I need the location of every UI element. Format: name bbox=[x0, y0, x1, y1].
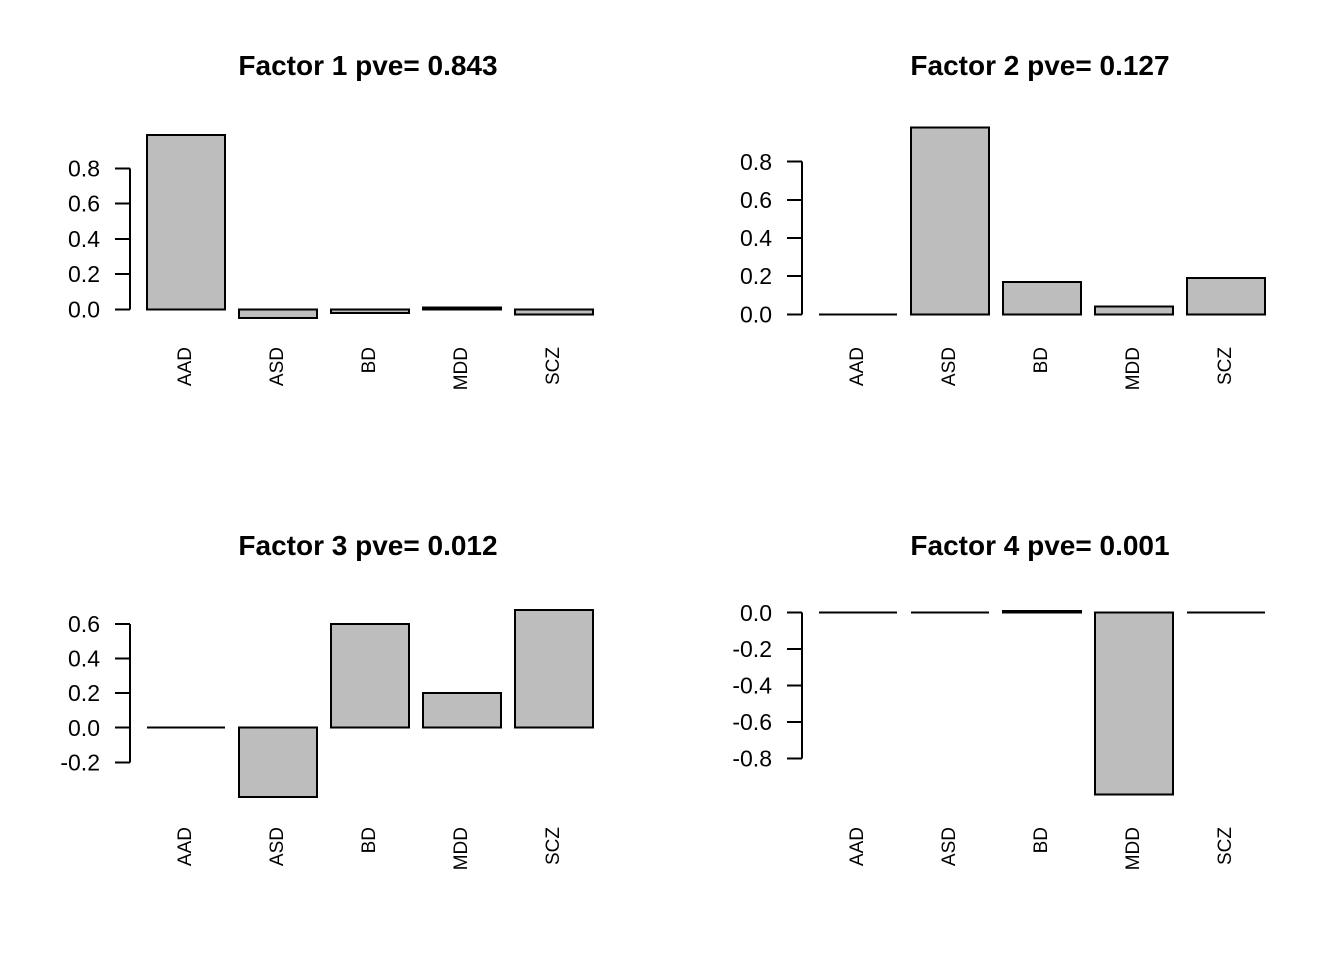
x-category-label-AAD: AAD bbox=[175, 347, 196, 386]
x-category-label-MDD: MDD bbox=[1123, 827, 1144, 870]
y-tick-label: 0.0 bbox=[68, 296, 100, 322]
y-tick-label: 0.8 bbox=[68, 155, 100, 181]
x-category-label-MDD: MDD bbox=[451, 827, 472, 870]
x-category-label-SCZ: SCZ bbox=[1215, 827, 1236, 865]
bar-SCZ bbox=[514, 609, 594, 729]
y-tick-label: -0.6 bbox=[732, 709, 772, 735]
y-tick-label: 0.2 bbox=[68, 261, 100, 287]
x-category-label-ASD: ASD bbox=[939, 347, 960, 386]
y-tick-label: 0.2 bbox=[68, 680, 100, 706]
x-category-label-SCZ: SCZ bbox=[1215, 347, 1236, 385]
bar-BD bbox=[1002, 609, 1082, 614]
bar-MDD bbox=[1094, 305, 1174, 316]
y-tick-label: 0.4 bbox=[68, 226, 100, 252]
y-tick-label: 0.4 bbox=[740, 225, 772, 251]
x-category-label-BD: BD bbox=[1031, 827, 1052, 853]
bar-MDD bbox=[422, 692, 502, 729]
bar-ASD bbox=[238, 308, 318, 320]
x-category-label-BD: BD bbox=[359, 347, 380, 373]
chart-title-factor-3: Factor 3 pve= 0.012 bbox=[238, 530, 498, 561]
y-tick-label: 0.6 bbox=[68, 191, 100, 217]
chart-title-factor-4: Factor 4 pve= 0.001 bbox=[910, 530, 1170, 561]
y-tick-label: -0.4 bbox=[732, 673, 772, 699]
bar-BD bbox=[1002, 280, 1082, 316]
bar-MDD bbox=[422, 306, 502, 311]
barplot-factor-3: 0.6 0.4 0.2 0.0 -0.2 AAD ASD BD MDD SCZ bbox=[60, 609, 594, 870]
y-tick-label: -0.2 bbox=[732, 636, 772, 662]
panel-factor-2: Factor 2 pve= 0.127 0.8 0.6 0.4 0.2 0.0 AAD AS… bbox=[672, 0, 1344, 480]
y-tick-label: 0.0 bbox=[740, 600, 772, 626]
y-tick-label: 0.6 bbox=[740, 187, 772, 213]
y-tick-label: 0.4 bbox=[68, 646, 100, 672]
x-category-label-BD: BD bbox=[1031, 347, 1052, 373]
bar-ASD bbox=[910, 126, 990, 316]
x-category-label-MDD: MDD bbox=[451, 347, 472, 390]
panel-factor-3: Factor 3 pve= 0.012 0.6 0.4 0.2 0.0 -0.2 AAD A… bbox=[0, 480, 672, 960]
panel-factor-4: Factor 4 pve= 0.001 0.0 -0.2 -0.4 -0.6 -0.8 A… bbox=[672, 480, 1344, 960]
chart-title-factor-2: Factor 2 pve= 0.127 bbox=[910, 50, 1170, 81]
bar-BD bbox=[330, 622, 410, 729]
bar-BD bbox=[330, 308, 410, 314]
bar-SCZ bbox=[1186, 277, 1266, 316]
x-category-label-ASD: ASD bbox=[267, 347, 288, 386]
x-category-label-AAD: AAD bbox=[175, 827, 196, 866]
y-tick-label: 0.0 bbox=[740, 301, 772, 327]
barplot-factor-1: 0.8 0.6 0.4 0.2 0.0 AAD ASD BD MDD SCZ bbox=[68, 133, 594, 390]
bar-ASD bbox=[238, 726, 318, 798]
bar-AAD bbox=[146, 133, 226, 311]
x-category-label-BD: BD bbox=[359, 827, 380, 853]
x-category-label-SCZ: SCZ bbox=[543, 347, 564, 385]
barplot-factor-2: 0.8 0.6 0.4 0.2 0.0 AAD ASD BD MDD SCZ bbox=[740, 126, 1266, 390]
x-category-label-AAD: AAD bbox=[847, 347, 868, 386]
bar-SCZ bbox=[514, 308, 594, 316]
x-category-label-AAD: AAD bbox=[847, 827, 868, 866]
barplot-factor-4: 0.0 -0.2 -0.4 -0.6 -0.8 AAD ASD BD MDD SCZ bbox=[732, 600, 1265, 870]
y-tick-label: -0.8 bbox=[732, 745, 772, 771]
y-tick-label: 0.8 bbox=[740, 149, 772, 175]
y-tick-label: 0.2 bbox=[740, 263, 772, 289]
x-category-label-MDD: MDD bbox=[1123, 347, 1144, 390]
x-category-label-SCZ: SCZ bbox=[543, 827, 564, 865]
x-category-label-ASD: ASD bbox=[267, 827, 288, 866]
panel-factor-1: Factor 1 pve= 0.843 0.8 0.6 0.4 0.2 0.0 AAD AS… bbox=[0, 0, 672, 480]
y-tick-label: 0.0 bbox=[68, 715, 100, 741]
bar-MDD bbox=[1094, 611, 1174, 796]
chart-title-factor-1: Factor 1 pve= 0.843 bbox=[238, 50, 498, 81]
x-category-label-ASD: ASD bbox=[939, 827, 960, 866]
y-tick-label: -0.2 bbox=[60, 749, 100, 775]
y-tick-label: 0.6 bbox=[68, 611, 100, 637]
